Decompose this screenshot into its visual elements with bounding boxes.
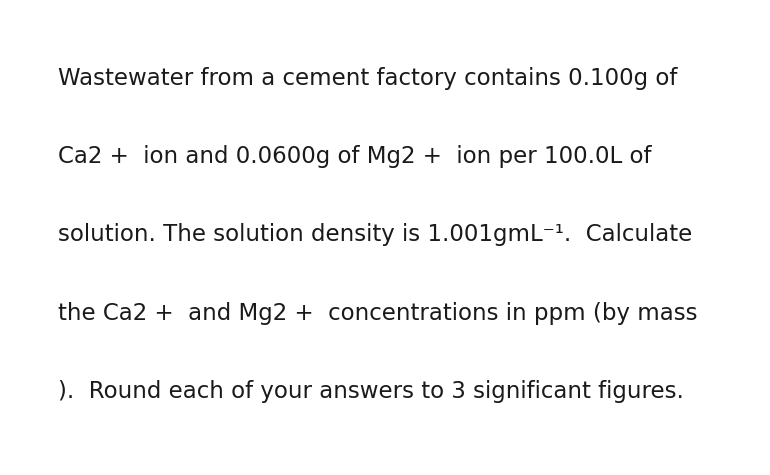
Text: ).  Round each of your answers to 3 significant figures.: ). Round each of your answers to 3 signi…	[58, 380, 684, 403]
Text: Wastewater from a cement factory contains 0.100g of: Wastewater from a cement factory contain…	[58, 66, 677, 89]
Text: the Ca2 +  and Mg2 +  concentrations in ppm (by mass: the Ca2 + and Mg2 + concentrations in pp…	[58, 302, 698, 324]
Text: Ca2 +  ion and 0.0600g of Mg2 +  ion per 100.0L of: Ca2 + ion and 0.0600g of Mg2 + ion per 1…	[58, 145, 651, 168]
Text: solution. The solution density is 1.001gmL⁻¹.  Calculate: solution. The solution density is 1.001g…	[58, 223, 692, 246]
